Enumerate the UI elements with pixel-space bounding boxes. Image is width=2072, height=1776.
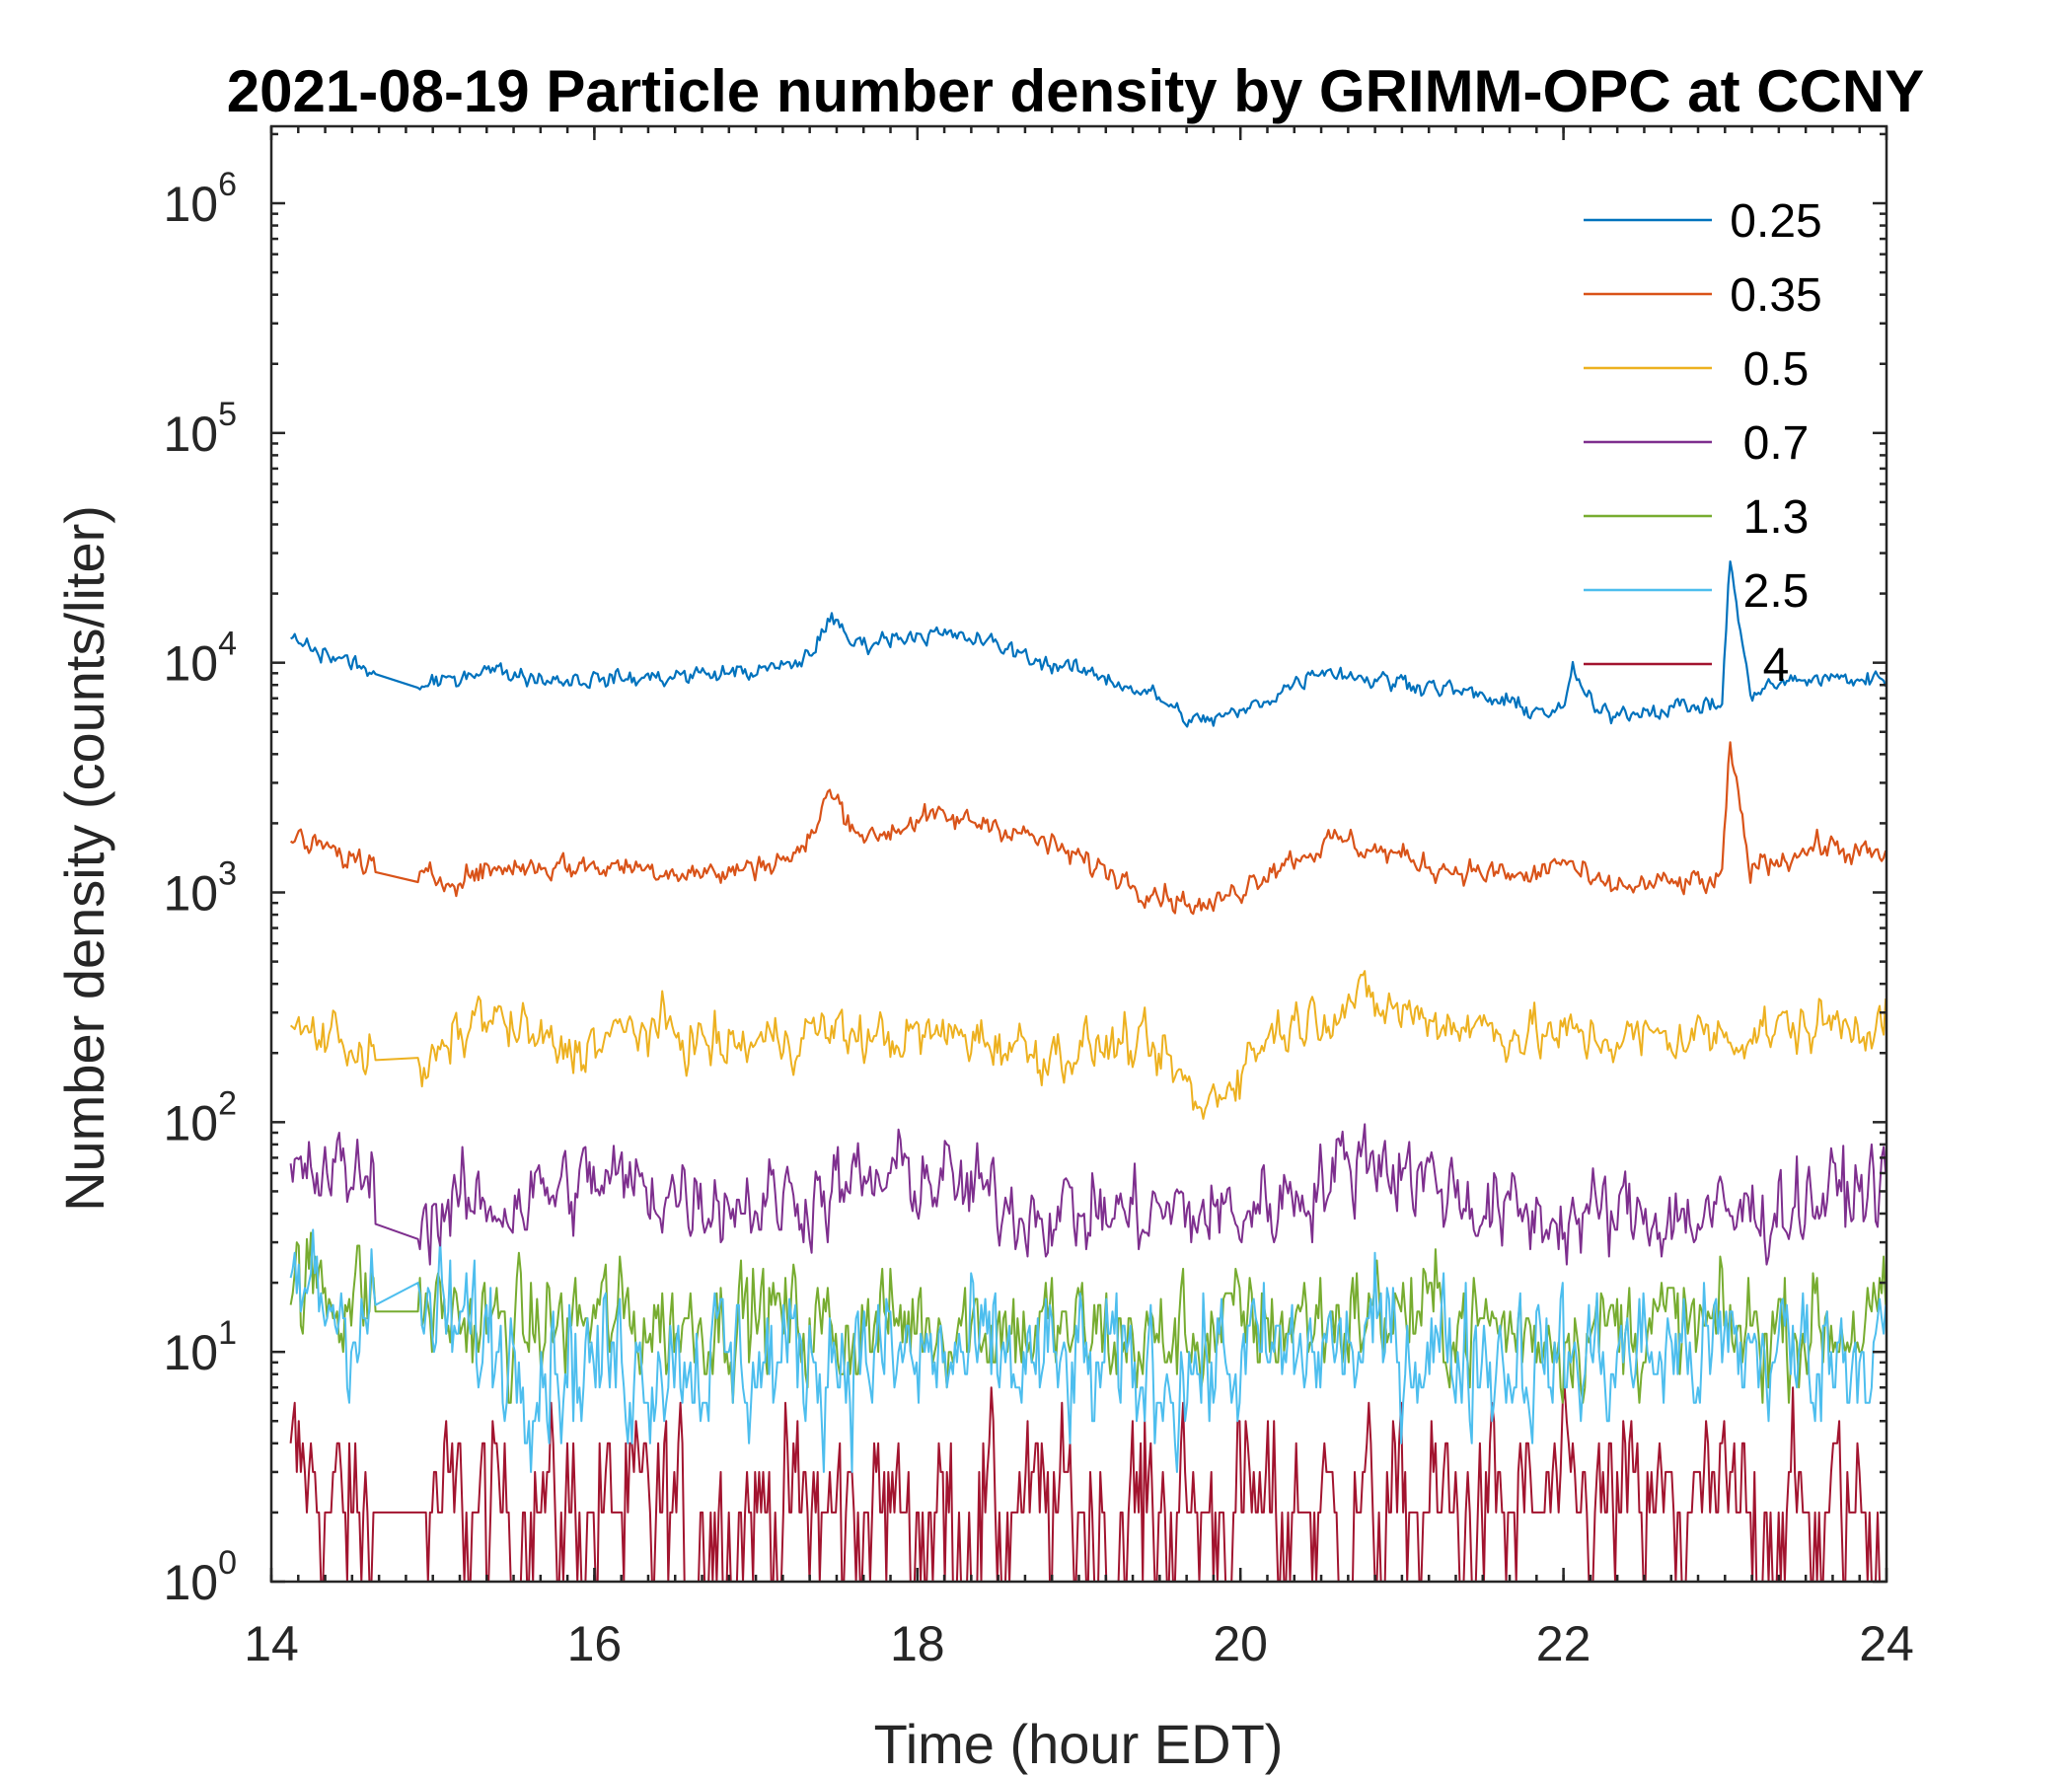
legend-label-1.3: 1.3 (1743, 491, 1810, 544)
series-line-1.3 (289, 1231, 1887, 1404)
axis-ticks (269, 126, 1888, 1584)
x-tick-label-24: 24 (1859, 1616, 1914, 1671)
y-tick-base: 10 (163, 1325, 218, 1380)
y-tick-label-0: 100 (163, 1544, 237, 1610)
y-tick-label-6: 106 (163, 166, 237, 232)
x-tick-labels: 14 16 18 20 22 24 (244, 1616, 1914, 1671)
y-tick-label-1: 101 (163, 1314, 237, 1380)
y-tick-base: 10 (163, 1095, 218, 1150)
y-tick-exponent: 0 (218, 1544, 237, 1582)
legend-label-4: 4 (1763, 639, 1790, 692)
y-tick-label-4: 104 (163, 626, 237, 692)
series-line-4 (289, 1386, 1887, 1583)
x-axis-label: Time (hour EDT) (874, 1713, 1284, 1775)
series-line-0.35 (289, 741, 1887, 916)
legend-label-0.5: 0.5 (1743, 343, 1810, 396)
y-tick-exponent: 1 (218, 1314, 237, 1352)
y-tick-base: 10 (163, 177, 218, 232)
series-line-0.25 (290, 559, 1887, 728)
y-tick-base: 10 (163, 866, 218, 922)
legend-label-0.25: 0.25 (1730, 195, 1821, 248)
plot-lines (289, 559, 1887, 1583)
x-tick-label-22: 22 (1536, 1616, 1591, 1671)
y-tick-base: 10 (163, 407, 218, 462)
legend-label-2.5: 2.5 (1743, 565, 1810, 618)
x-tick-label-14: 14 (244, 1616, 299, 1671)
y-tick-base: 10 (163, 636, 218, 692)
y-tick-exponent: 2 (218, 1084, 237, 1122)
chart-title: 2021-08-19 Particle number density by GR… (227, 58, 1925, 124)
x-tick-label-18: 18 (890, 1616, 945, 1671)
y-tick-label-5: 105 (163, 396, 237, 462)
y-tick-exponent: 4 (218, 626, 237, 663)
y-tick-exponent: 3 (218, 855, 237, 893)
y-tick-exponent: 5 (218, 396, 237, 433)
x-tick-label-16: 16 (567, 1616, 623, 1671)
legend-label-0.7: 0.7 (1743, 417, 1810, 470)
legend-label-0.35: 0.35 (1730, 269, 1821, 322)
y-tick-label-3: 103 (163, 855, 237, 922)
series-line-0.7 (289, 1123, 1887, 1266)
y-tick-exponent: 6 (218, 166, 237, 203)
y-tick-label-2: 102 (163, 1084, 237, 1150)
series-line-2.5 (289, 1228, 1887, 1473)
series-line-0.5 (289, 970, 1887, 1120)
x-tick-label-20: 20 (1213, 1616, 1268, 1671)
y-axis-label: Number density (counts/liter) (53, 505, 115, 1212)
y-tick-base: 10 (163, 1555, 218, 1610)
legend: 0.25 0.35 0.5 0.7 1.3 2.5 4 (1584, 195, 1822, 692)
